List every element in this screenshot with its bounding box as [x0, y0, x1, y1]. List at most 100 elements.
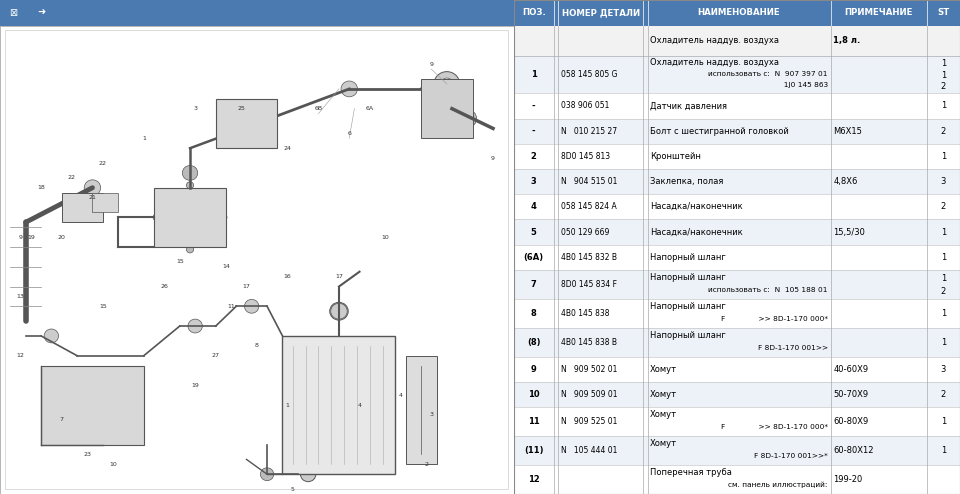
Text: 2: 2 [941, 287, 946, 296]
Bar [514, 169, 960, 194]
Bar [514, 328, 960, 357]
Bar [514, 357, 960, 382]
Text: 4B0 145 838 B: 4B0 145 838 B [561, 338, 617, 347]
Circle shape [245, 299, 259, 313]
Text: 1: 1 [941, 228, 946, 237]
Text: N   904 515 01: N 904 515 01 [561, 177, 617, 186]
Text: N   909 525 01: N 909 525 01 [561, 417, 617, 426]
Text: Насадка/наконечник: Насадка/наконечник [650, 228, 743, 237]
Circle shape [260, 468, 274, 481]
Text: Напорный шланг: Напорный шланг [650, 273, 726, 282]
Text: 4: 4 [531, 203, 537, 211]
Text: 2: 2 [941, 126, 946, 136]
Text: 26: 26 [160, 284, 168, 289]
Circle shape [300, 467, 316, 482]
Text: 1: 1 [941, 253, 946, 262]
Circle shape [72, 198, 92, 217]
Text: 15: 15 [99, 304, 107, 309]
Text: 16: 16 [284, 274, 292, 279]
Text: Хомут: Хомут [650, 439, 678, 448]
Bar [514, 93, 960, 119]
Bar [421, 79, 472, 138]
Text: 14: 14 [222, 264, 230, 269]
Text: Охладитель наддув. воздуха: Охладитель наддув. воздуха [650, 37, 780, 45]
Bar [514, 219, 960, 245]
Text: 2: 2 [941, 390, 946, 399]
Text: 1,8 л.: 1,8 л. [833, 37, 860, 45]
Text: 6B: 6B [314, 106, 323, 111]
Bar [514, 436, 960, 465]
Text: F 8D-1-170 001>>: F 8D-1-170 001>> [757, 345, 828, 351]
Text: -: - [532, 101, 536, 111]
Text: ➜: ➜ [37, 8, 45, 18]
Text: см. панель иллюстраций:: см. панель иллюстраций: [729, 482, 828, 489]
Bar [216, 99, 277, 148]
Text: 4: 4 [357, 403, 362, 408]
Text: 11: 11 [528, 417, 540, 426]
Text: 2: 2 [531, 152, 537, 161]
Text: Заклепка, полая: Заклепка, полая [650, 177, 724, 186]
Text: 199-20: 199-20 [833, 475, 862, 484]
Text: ПОЗ.: ПОЗ. [521, 8, 545, 17]
Text: 4B0 145 832 B: 4B0 145 832 B [561, 253, 617, 262]
Text: 27: 27 [212, 353, 220, 358]
Text: 18: 18 [37, 185, 45, 190]
Text: НАИМЕНОВАНИЕ: НАИМЕНОВАНИЕ [698, 8, 780, 17]
Text: 40-60Х9: 40-60Х9 [833, 365, 869, 374]
Text: 7: 7 [531, 280, 537, 289]
Text: Болт с шестигранной головкой: Болт с шестигранной головкой [650, 126, 789, 136]
Text: 15: 15 [176, 259, 183, 264]
Text: 10: 10 [528, 390, 540, 399]
Text: 19: 19 [27, 235, 35, 240]
Text: 058 145 824 A: 058 145 824 A [561, 203, 616, 211]
Text: 8: 8 [254, 343, 259, 348]
Circle shape [341, 81, 357, 97]
Text: N   909 502 01: N 909 502 01 [561, 365, 617, 374]
Text: 7: 7 [60, 417, 63, 422]
Text: N   909 509 01: N 909 509 01 [561, 390, 617, 399]
Bar [61, 193, 103, 222]
Text: 60-80Х9: 60-80Х9 [833, 417, 869, 426]
Text: 1: 1 [941, 152, 946, 161]
Circle shape [153, 214, 160, 221]
Text: 50-70Х9: 50-70Х9 [833, 390, 869, 399]
Text: Напорный шланг: Напорный шланг [650, 331, 726, 340]
Bar [154, 188, 226, 247]
Bar [92, 193, 118, 212]
Bar [514, 26, 960, 56]
Text: Поперечная труба: Поперечная труба [650, 468, 732, 477]
Text: 23: 23 [84, 452, 91, 457]
Circle shape [44, 329, 59, 343]
Text: 21: 21 [88, 195, 96, 200]
Text: 4,8Х6: 4,8Х6 [833, 177, 857, 186]
Bar [514, 245, 960, 270]
Circle shape [182, 165, 198, 180]
Text: 20: 20 [58, 235, 65, 240]
Text: N   010 215 27: N 010 215 27 [561, 126, 617, 136]
Text: F              >> 8D-1-170 000*: F >> 8D-1-170 000* [721, 424, 828, 430]
Text: 60-80Х12: 60-80Х12 [833, 446, 874, 455]
Bar [514, 144, 960, 169]
Text: 050 129 669: 050 129 669 [561, 228, 610, 237]
Text: Охладитель наддув. воздуха: Охладитель наддув. воздуха [650, 58, 780, 67]
Text: Кронштейн: Кронштейн [650, 152, 701, 161]
Text: Хомут: Хомут [650, 410, 678, 419]
Text: 2: 2 [424, 462, 428, 467]
Text: 1: 1 [941, 446, 946, 455]
Text: 2: 2 [941, 203, 946, 211]
Circle shape [186, 182, 194, 189]
Text: 3: 3 [429, 412, 433, 417]
Text: ST: ST [937, 8, 949, 17]
Text: 8D0 145 813: 8D0 145 813 [561, 152, 610, 161]
Bar [514, 299, 960, 328]
Bar [282, 336, 396, 474]
Text: 24: 24 [283, 146, 292, 151]
Text: 058 145 805 G: 058 145 805 G [561, 70, 617, 79]
Text: 15,5/30: 15,5/30 [833, 228, 865, 237]
Text: 6А: 6А [366, 106, 373, 111]
Text: ⊠: ⊠ [10, 8, 17, 18]
Text: использовать с:  N  907 397 01: использовать с: N 907 397 01 [708, 71, 828, 77]
Bar [514, 407, 960, 436]
Bar [514, 56, 960, 93]
Text: 1: 1 [531, 70, 537, 79]
